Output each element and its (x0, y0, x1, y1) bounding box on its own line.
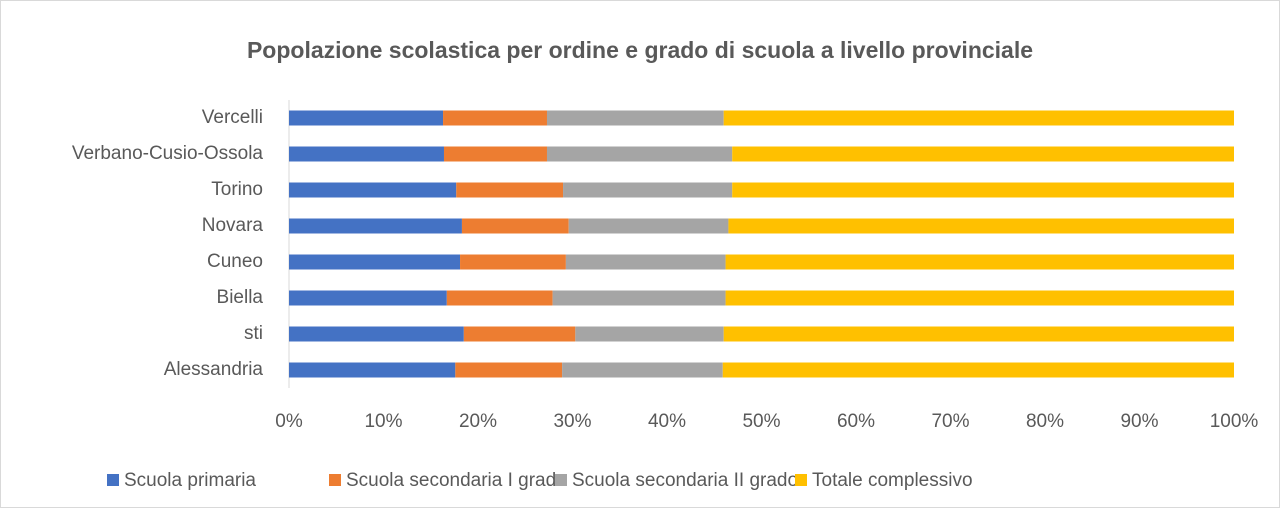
bar-segment (443, 110, 547, 126)
y-tick-label: Torino (211, 179, 263, 200)
y-tick-label: Alessandria (164, 359, 264, 380)
bar-segment (461, 218, 569, 234)
x-tick-label: 0% (275, 411, 303, 432)
y-tick-label: Biella (217, 287, 264, 308)
bar-segment (443, 146, 547, 162)
bar-segment (722, 362, 1234, 378)
bar-segment (723, 326, 1234, 342)
bar-segment (460, 254, 566, 270)
y-tick-label: Cuneo (207, 251, 263, 272)
bar-segment (565, 254, 726, 270)
y-tick-label: Verbano-Cusio-Ossola (72, 143, 264, 164)
chart-title: Popolazione scolastica per ordine e grad… (247, 37, 1033, 63)
bar-segment (562, 362, 723, 378)
bar-segment (289, 254, 461, 270)
bar-segment (725, 290, 1234, 306)
y-tick-label: Novara (202, 215, 264, 236)
bar-segment (568, 218, 729, 234)
bar-segment (289, 362, 456, 378)
legend-swatch (555, 474, 567, 486)
bar-segment (289, 110, 444, 126)
bar-segment (575, 326, 724, 342)
bar-segment (552, 290, 726, 306)
x-tick-label: 30% (553, 411, 591, 432)
x-tick-label: 90% (1120, 411, 1158, 432)
bar-segment (289, 218, 462, 234)
legend-swatch (329, 474, 341, 486)
x-tick-label: 40% (648, 411, 686, 432)
bar-segment (728, 218, 1234, 234)
y-tick-label: sti (244, 323, 263, 344)
bar-segment (455, 362, 563, 378)
bar-segment (289, 146, 444, 162)
bar-segment (723, 110, 1234, 126)
x-tick-label: 50% (742, 411, 780, 432)
bar-segment (563, 182, 733, 198)
bar-segment (546, 146, 733, 162)
legend-label: Scuola secondaria II grado (572, 470, 798, 491)
x-tick-label: 80% (1026, 411, 1064, 432)
bar-segment (289, 290, 447, 306)
x-tick-label: 20% (459, 411, 497, 432)
x-tick-label: 100% (1210, 411, 1259, 432)
y-tick-label: Vercelli (202, 107, 263, 128)
bar-segment (446, 290, 553, 306)
legend-label: Scuola secondaria I grado (346, 470, 567, 491)
x-tick-label: 10% (364, 411, 402, 432)
bar-segment (463, 326, 576, 342)
bar-segment (546, 110, 724, 126)
x-tick-label: 60% (837, 411, 875, 432)
legend-swatch (107, 474, 119, 486)
x-tick-label: 70% (931, 411, 969, 432)
bar-segment (289, 182, 457, 198)
bar-segment (725, 254, 1234, 270)
bar-segment (732, 146, 1234, 162)
legend-label: Totale complessivo (812, 470, 973, 491)
legend-label: Scuola primaria (124, 470, 256, 491)
bar-segment (289, 326, 464, 342)
legend-swatch (795, 474, 807, 486)
bar-segment (456, 182, 564, 198)
bar-segment (732, 182, 1234, 198)
